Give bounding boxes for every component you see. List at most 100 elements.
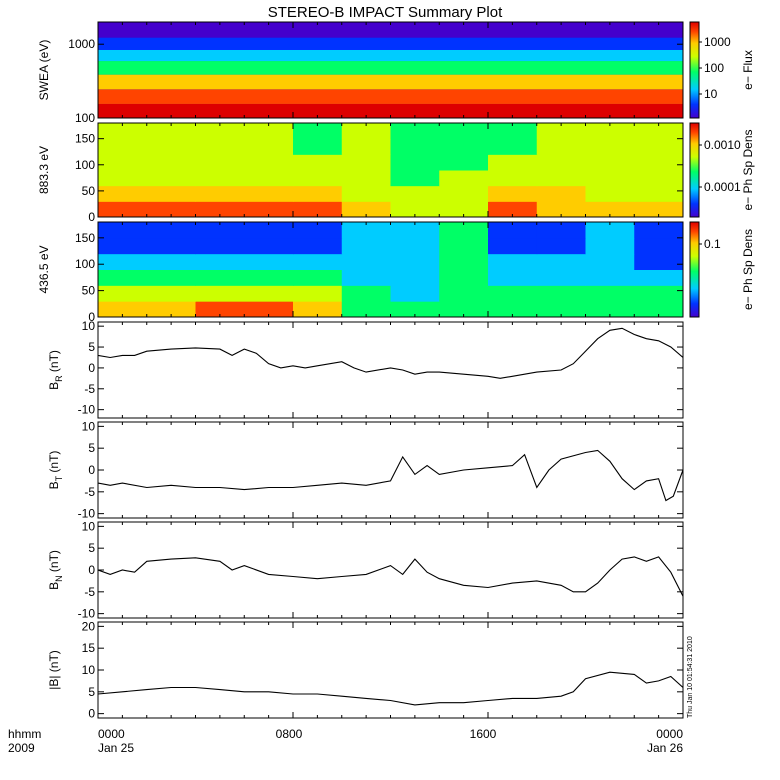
pad-cell	[390, 222, 440, 239]
pad-cell	[634, 154, 683, 171]
pad-cell	[536, 123, 586, 140]
y-axis-label-subscript: T	[54, 475, 64, 481]
pad-cell	[98, 253, 196, 270]
colorbar-tick-label: 0.0001	[704, 180, 741, 194]
pad-cell	[98, 222, 196, 239]
pad-cell	[634, 301, 683, 317]
y-tick-label: 20	[82, 619, 96, 633]
pad-cell	[585, 185, 635, 202]
y-tick-label: 100	[75, 111, 95, 125]
pad-cell	[585, 237, 635, 255]
pad-cell	[488, 222, 538, 239]
pad-cell	[98, 185, 196, 202]
y-tick-label: -5	[84, 485, 95, 499]
y-tick-label: -10	[78, 403, 96, 417]
pad-cell	[195, 269, 294, 286]
panel-frame	[97, 521, 684, 619]
pad-cell	[536, 138, 586, 155]
pad-cell	[195, 170, 294, 187]
pad-cell	[293, 301, 343, 317]
colorbar-tick-label: 0.1	[704, 237, 721, 251]
y-tick-label: 100	[75, 257, 95, 271]
pad-cell	[293, 138, 343, 155]
energy-band	[98, 103, 683, 118]
pad-cell	[390, 185, 440, 202]
pad-cell	[634, 170, 683, 187]
time-tick-2: 1600	[470, 727, 497, 741]
pad-cell	[341, 285, 391, 302]
pad-cell	[341, 269, 391, 286]
pad-cell	[439, 138, 489, 155]
pad-cell	[390, 237, 440, 255]
y-axis-label: BR (nT)	[47, 350, 64, 390]
pad-cell	[536, 237, 586, 255]
y-tick-label: 5	[88, 441, 95, 455]
pad-cell	[293, 170, 343, 187]
pad-cell	[195, 185, 294, 202]
pad-cell	[488, 301, 538, 317]
y-tick-label: 10	[82, 319, 96, 333]
pad-cell	[536, 269, 586, 286]
pad-cell	[341, 301, 391, 317]
pad-cell	[439, 285, 489, 302]
pad-cell	[390, 301, 440, 317]
pad-cell	[439, 170, 489, 187]
series-line	[98, 671, 683, 706]
y-tick-label: -10	[78, 607, 96, 621]
pad-cell	[585, 285, 635, 302]
pad-cell	[195, 123, 294, 140]
pad-cell	[439, 201, 489, 217]
pad-cell	[195, 222, 294, 239]
panel-frame	[97, 621, 684, 719]
spectrogram	[98, 22, 683, 118]
pad-cell	[634, 201, 683, 217]
panel-frame	[97, 321, 684, 419]
energy-band	[98, 22, 683, 38]
pad-cell	[390, 269, 440, 286]
panel-frame	[97, 221, 684, 318]
pad-cell	[536, 285, 586, 302]
colorbar	[689, 221, 700, 318]
y-tick-label: 150	[75, 132, 95, 146]
pad-cell	[390, 123, 440, 140]
pad-cell	[390, 138, 440, 155]
pad-cell	[634, 185, 683, 202]
y-axis-label: |B| (nT)	[47, 650, 61, 690]
pad-cell	[634, 222, 683, 239]
pad-cell	[293, 123, 343, 140]
year-label: 2009	[8, 741, 35, 755]
pad-cell	[98, 138, 196, 155]
y-tick-label: -10	[78, 507, 96, 521]
y-axis-label-main: B	[47, 582, 61, 590]
pad-cell	[488, 154, 538, 171]
panel-pad-436: 0 50 100 150 0.1 e− Ph Sp Dens 436.5 eV	[37, 221, 755, 324]
y-axis-label-unit: (nT)	[47, 350, 61, 375]
y-axis-label: 436.5 eV	[37, 245, 51, 293]
y-axis-label: 883.3 eV	[37, 146, 51, 194]
panel-swea: 100 1000 1000 100 10 e− Flux SWEA (eV)	[37, 21, 755, 125]
y-tick-label: 15	[82, 641, 96, 655]
panel-pad-883: 0 50 100 150 0.0010 0.0001 e− Ph Sp Dens 883.3 …	[37, 122, 755, 224]
pad-cell	[341, 123, 391, 140]
pad-cell	[293, 185, 343, 202]
pad-cell	[536, 201, 586, 217]
y-tick-label: 10	[82, 519, 96, 533]
y-axis-label: BN (nT)	[47, 550, 64, 590]
y-axis-label-subscript: R	[54, 375, 64, 382]
pad-cell	[488, 123, 538, 140]
pad-cell	[293, 253, 343, 270]
colorbar-tick-label: 10	[704, 87, 718, 101]
pad-cell	[536, 170, 586, 187]
spectrogram	[98, 222, 683, 317]
pad-cell	[488, 237, 538, 255]
pad-cell	[390, 253, 440, 270]
pad-cell	[536, 154, 586, 171]
y-tick-label: 150	[75, 231, 95, 245]
pad-cell	[634, 253, 683, 270]
pad-cell	[585, 253, 635, 270]
colorbar	[689, 122, 700, 218]
pad-cell	[98, 123, 196, 140]
pad-cell	[341, 154, 391, 171]
pad-cell	[439, 154, 489, 171]
